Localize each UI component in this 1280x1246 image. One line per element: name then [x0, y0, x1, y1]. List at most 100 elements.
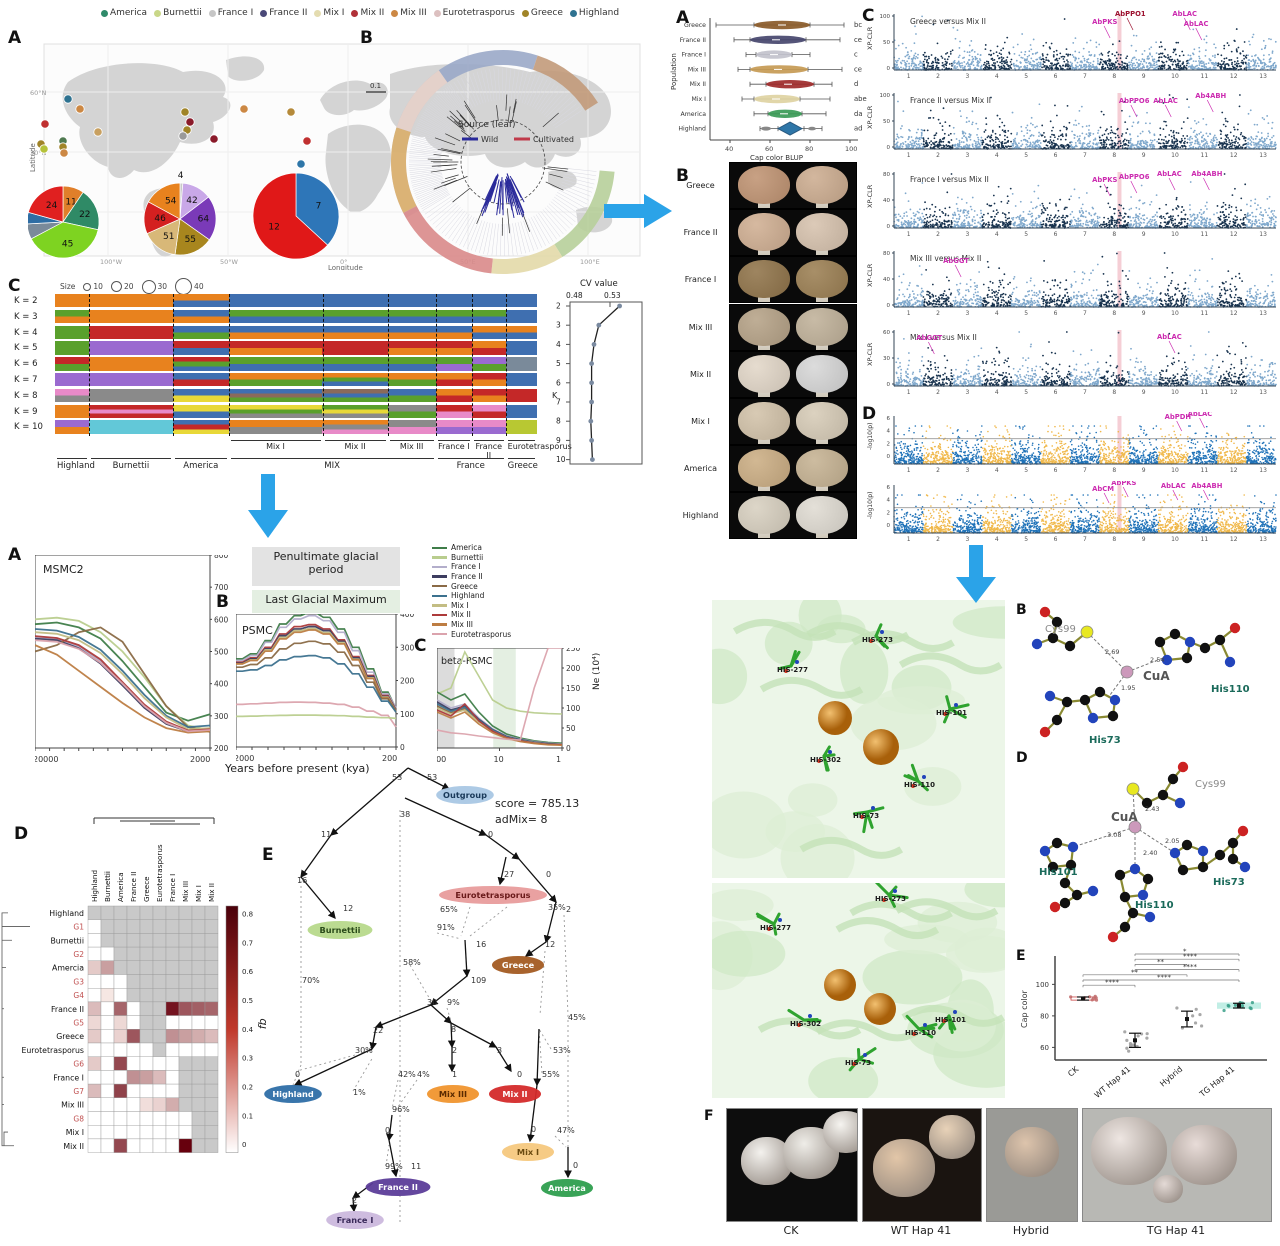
atom-k — [1051, 616, 1063, 628]
atom-k — [1197, 861, 1209, 873]
psmc-line — [236, 654, 397, 713]
violin-sig-letter: bc — [854, 21, 862, 29]
xpclr-ylabel: XP-CLR — [866, 184, 874, 208]
mushroom-cap — [738, 496, 790, 535]
atom-k — [1079, 694, 1091, 706]
tree-legend-item: Wild — [481, 135, 498, 144]
heatmap-cell — [113, 919, 128, 934]
admixture-graph-panel: Outgroup Burnettii Eurotetrasporus Greece Hi… — [255, 755, 675, 1246]
svg-text:7: 7 — [1083, 152, 1087, 159]
demography-legend: America Burnettii France I France II Greece H… — [432, 543, 511, 639]
group-label-tier1: Eurotetrasporus — [507, 440, 572, 452]
structure-cell — [471, 357, 506, 371]
molecule-svg: Cys99 CuA His101 His73 His110 2.43 3.08 2.05 2.4… — [1039, 761, 1251, 943]
heatmap-cell — [87, 987, 102, 1003]
heatmap-cell — [100, 1125, 115, 1140]
demography-legend-item: Mix III — [432, 620, 511, 630]
demography-legend-item: Eurotetrasporus — [432, 629, 511, 639]
structure-cell — [55, 341, 89, 355]
legend-line-swatch — [432, 613, 447, 617]
svg-text:6: 6 — [1054, 152, 1058, 159]
panel-label-manhattan: C — [862, 6, 875, 26]
heatmap-cell — [100, 960, 115, 975]
heatmap-row-label: Amercia — [52, 964, 84, 973]
violin-pop-label: Greece — [684, 22, 706, 29]
data-point — [1249, 1006, 1253, 1011]
admix-graph-svg: Outgroup Burnettii Eurotetrasporus Greece Hi… — [264, 767, 593, 1229]
admix-edge-label: 0 — [295, 1070, 300, 1079]
structure-cell — [471, 388, 506, 403]
heatmap-cell — [139, 933, 154, 948]
heatmap-cell — [113, 1070, 128, 1085]
mushroom-photo-row: America — [672, 445, 857, 493]
size-legend-value: 30 — [157, 282, 168, 291]
legend-dot-icon — [208, 9, 216, 17]
group-label-tier2: France — [437, 458, 504, 471]
legend-item-france-i: France I — [208, 8, 253, 18]
structure-cell — [55, 325, 89, 339]
legend-line-swatch — [432, 565, 447, 569]
group-separator — [88, 294, 90, 437]
structure-cell — [435, 309, 472, 324]
pie-value-label: 55 — [185, 235, 196, 245]
legend-dot-icon — [154, 9, 162, 17]
heatmap-cell — [152, 1125, 167, 1140]
heatmap-cell — [178, 1097, 193, 1112]
psmc-line — [236, 623, 397, 711]
data-point — [1136, 1034, 1140, 1038]
svg-text:2: 2 — [556, 302, 561, 311]
xpclr-title: France I versus Mix II — [910, 175, 989, 184]
svg-text:8: 8 — [1112, 73, 1116, 80]
mushroom-photo-row: Highland — [672, 492, 857, 540]
mushroom-cap — [1171, 1125, 1237, 1185]
svg-text:11: 11 — [1201, 73, 1209, 80]
k-row-label: K = 6 — [14, 359, 38, 370]
heatmap-cell — [191, 905, 206, 920]
gene-annotation: AbPKS — [1092, 176, 1117, 184]
violin-pop-label: Highland — [678, 126, 706, 133]
colorbar-tick: 0 — [242, 1141, 246, 1149]
heatmap-cell — [152, 1015, 167, 1030]
protein-svg: HIS-273 HIS-277 HIS-101 HIS-302 HIS-110 HIS-7… — [688, 871, 1040, 1105]
violin-xlabel: Cap color BLUP — [750, 154, 803, 162]
data-point — [1131, 1043, 1135, 1047]
heatmap-cell — [113, 905, 128, 920]
heatmap-cell — [100, 1001, 115, 1016]
violin-pop-label: Mix I — [691, 96, 706, 103]
world-map-panel: 60°N30°N0°100°W50°W0°50°E100°ELatitudeLo… — [15, 42, 644, 272]
admix-edge-label: 2 — [566, 905, 571, 914]
colorbar-tick: 0.3 — [242, 1055, 253, 1063]
admix-node — [436, 786, 494, 804]
pie-slice — [27, 185, 64, 223]
tree-ring-segment — [491, 244, 563, 274]
admix-node — [427, 1085, 479, 1103]
admix-node-label: Outgroup — [443, 790, 487, 800]
group-label-tier2: Highland — [57, 458, 95, 471]
svg-text:0°: 0° — [340, 258, 347, 266]
atom-cu — [1120, 665, 1134, 679]
heatmap-cell — [100, 974, 115, 989]
legend-label: Mix III — [451, 620, 474, 630]
legend-label: Greece — [451, 581, 478, 591]
structure-cell — [435, 420, 472, 434]
field-photo-1 — [862, 1108, 982, 1222]
heatmap-cell — [126, 1001, 141, 1016]
structure-cell — [173, 325, 229, 339]
structure-cell — [471, 420, 506, 434]
violin-pop-label: Mix II — [690, 81, 707, 88]
svg-text:7: 7 — [1083, 73, 1087, 80]
photo-caption: TG Hap 41 — [1146, 1224, 1206, 1237]
photo-row-image — [729, 303, 857, 351]
flow-arrow-down-right-icon — [956, 545, 996, 603]
molecule-label: Cys99 — [1195, 779, 1226, 790]
structure-cell — [435, 341, 472, 355]
heatmap-cell — [178, 933, 193, 948]
admix-edge-label: 0 — [573, 1161, 578, 1170]
structure-cell — [505, 325, 537, 339]
svg-text:1: 1 — [907, 231, 911, 238]
admix-edge-label: 30% — [355, 1046, 373, 1055]
mushroom-photo-row: France II — [672, 209, 857, 257]
admix-edge-label: 91% — [437, 923, 455, 932]
svg-text:3: 3 — [965, 73, 969, 80]
admix-node-label: Mix I — [517, 1147, 539, 1157]
